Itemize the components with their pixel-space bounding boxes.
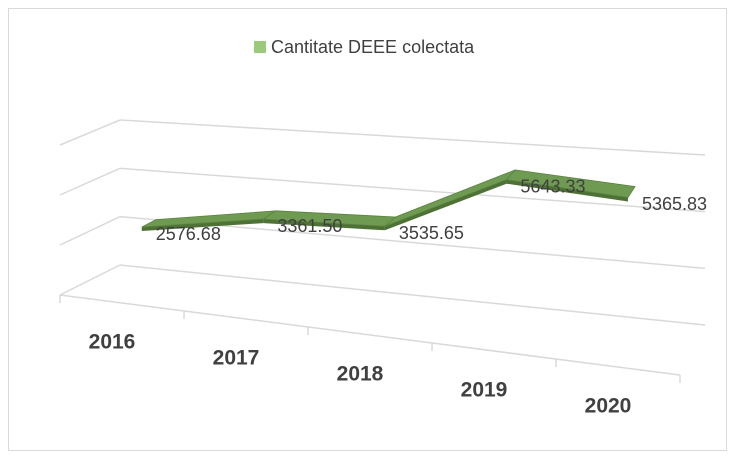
x-tick-label: 2017 [213, 347, 260, 370]
data-label: 5643.33 [520, 176, 585, 196]
x-axis [59, 294, 681, 376]
chart-border [8, 8, 727, 451]
data-label: 2576.68 [156, 224, 221, 244]
x-tick-label: 2016 [89, 331, 136, 354]
grid-line [119, 264, 706, 326]
data-label: 5365.83 [642, 194, 707, 214]
ribbon-top [505, 169, 636, 198]
grid-line [59, 119, 121, 146]
x-tick-label: 2019 [461, 379, 508, 402]
legend-label: Cantitate DEEE colectata [271, 37, 475, 57]
grid-line [59, 264, 121, 296]
data-label: 3361.50 [277, 216, 342, 236]
ribbon-side [384, 179, 507, 231]
ribbon-side [141, 219, 264, 232]
legend-swatch [254, 41, 266, 53]
data-label: 3535.65 [399, 223, 464, 243]
grid-line [119, 119, 706, 156]
grid-line [59, 167, 121, 196]
ribbon-side [506, 179, 628, 202]
ribbon-side [263, 219, 385, 231]
grid-line [59, 215, 121, 246]
x-tick-label: 2018 [337, 363, 384, 386]
grid-line [119, 167, 706, 213]
x-tick-label: 2020 [585, 395, 632, 418]
